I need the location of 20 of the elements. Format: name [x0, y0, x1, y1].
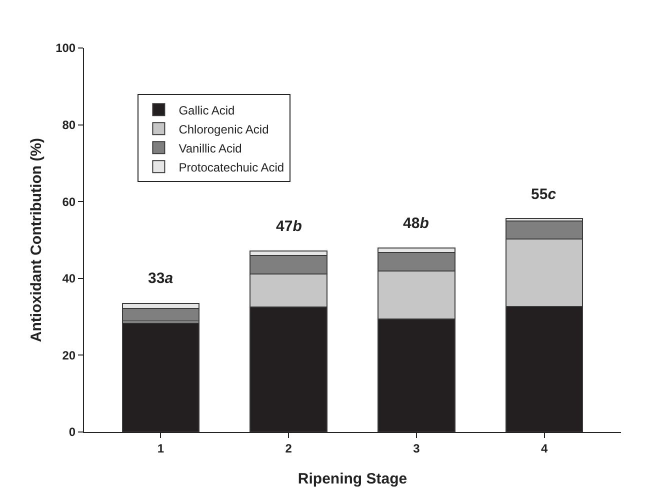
x-tick-label: 4: [540, 441, 548, 456]
y-tick-label: 60: [62, 194, 76, 209]
y-tick-label: 40: [62, 272, 76, 286]
x-tick-label: 3: [413, 441, 420, 456]
annotation: 55c: [531, 186, 557, 203]
legend-label: Protocatechuic Acid: [178, 160, 284, 174]
x-axis-title: Ripening Stage: [298, 470, 408, 488]
annotation: 47b: [276, 218, 302, 235]
legend-label: Gallic Acid: [178, 103, 235, 118]
legend-label: Chlorogenic Acid: [178, 122, 269, 136]
y-tick-label: 100: [56, 41, 76, 56]
annotation: 48b: [403, 215, 429, 232]
x-tick-label: 1: [157, 441, 164, 456]
y-tick-label: 20: [62, 348, 76, 362]
y-tick-label: 0: [68, 425, 76, 440]
x-tick-label: 2: [285, 441, 292, 456]
legend-label: Vanillic Acid: [178, 141, 242, 156]
y-tick-label: 80: [62, 118, 76, 132]
y-axis-title: Antioxidant Contribution (%): [28, 138, 45, 342]
annotation: 33a: [148, 270, 174, 287]
